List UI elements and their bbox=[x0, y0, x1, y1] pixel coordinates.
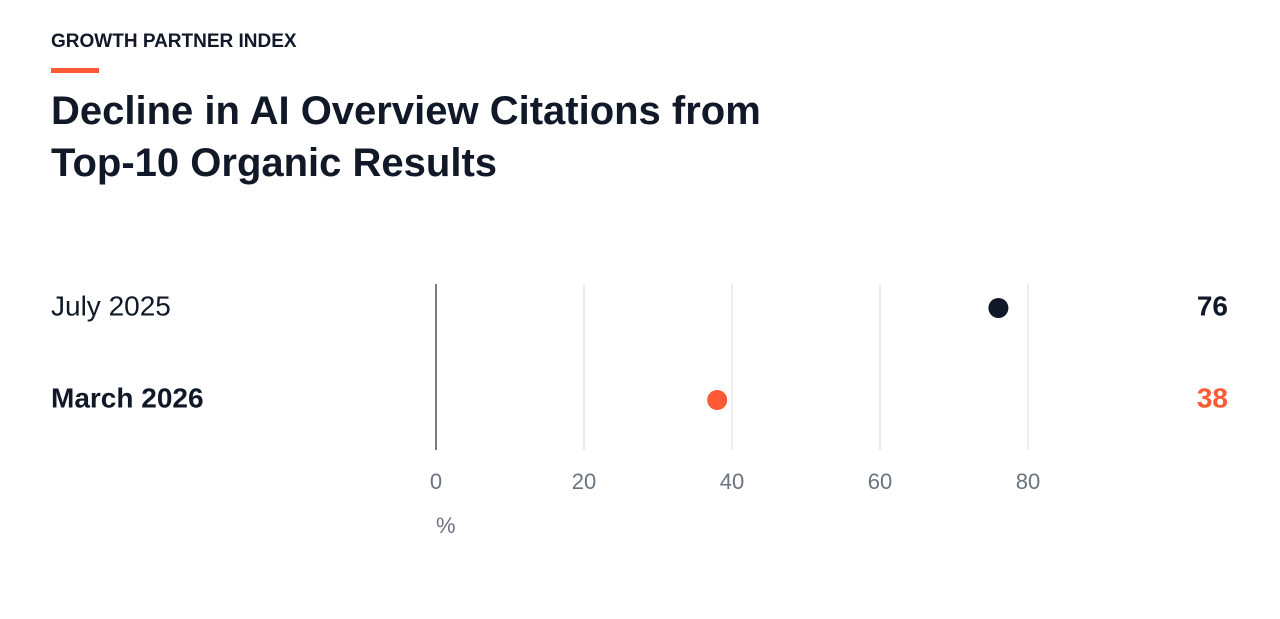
x-axis-label: % bbox=[436, 513, 456, 538]
eyebrow: GROWTH PARTNER INDEX bbox=[51, 31, 297, 52]
category-label: July 2025 bbox=[51, 290, 171, 321]
x-tick-label: 20 bbox=[572, 469, 596, 494]
x-tick-label: 60 bbox=[868, 469, 892, 494]
value-label: 38 bbox=[1197, 382, 1228, 413]
x-tick-label: 80 bbox=[1016, 469, 1040, 494]
accent-bar bbox=[51, 68, 99, 73]
value-label: 76 bbox=[1197, 290, 1228, 321]
dot bbox=[988, 298, 1009, 318]
category-label: March 2026 bbox=[51, 382, 204, 413]
x-tick-label: 40 bbox=[720, 469, 744, 494]
x-tick-label: 0 bbox=[430, 469, 442, 494]
dot bbox=[707, 390, 728, 410]
chart-title: Decline in AI Overview Citations from Top… bbox=[51, 89, 761, 185]
